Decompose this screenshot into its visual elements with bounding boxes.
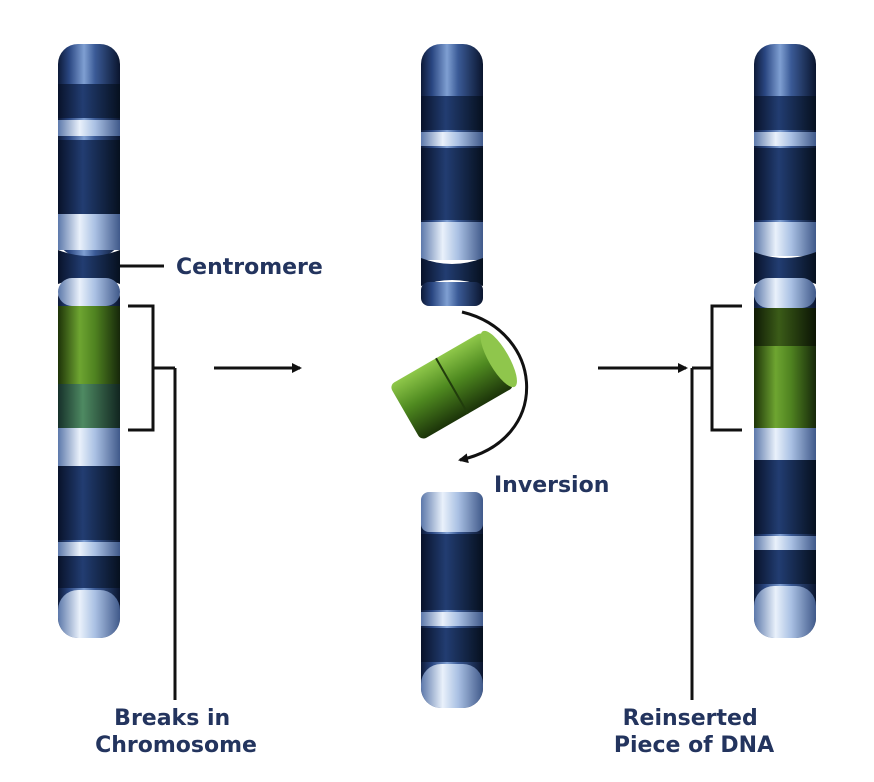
- broken-chromosome: [421, 44, 483, 708]
- inversion-arrow: [458, 310, 529, 464]
- breaks-label: Breaks in Chromosome: [95, 706, 257, 758]
- centromere-label: Centromere: [176, 255, 323, 280]
- reinserted-bracket: [690, 304, 742, 700]
- inverted-segment: [391, 330, 517, 439]
- breaks-bracket: [128, 304, 177, 700]
- original-chromosome: [58, 44, 120, 638]
- inverted-chromosome: [754, 44, 816, 638]
- inversion-label: Inversion: [494, 473, 609, 498]
- reinserted-label: Reinserted Piece of DNA: [614, 706, 774, 758]
